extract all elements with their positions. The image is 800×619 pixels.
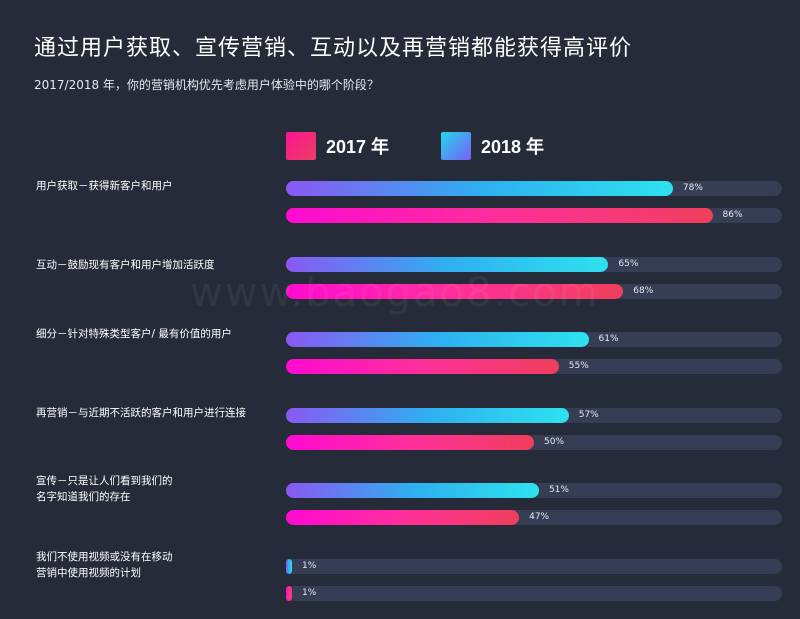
- bar-2018: [286, 181, 673, 196]
- bar-track: 61%: [286, 332, 782, 347]
- data-label: 61%: [598, 334, 619, 344]
- data-label: 86%: [722, 210, 743, 220]
- bar-track: 68%: [286, 283, 782, 299]
- bar-track: 86%: [286, 208, 782, 223]
- legend-label-2018: 2018 年: [481, 137, 545, 157]
- bar-2017: [286, 283, 624, 299]
- category-label: 宣传－只是让人们看到我们的 名字知道我们的存在: [36, 475, 173, 503]
- bar-track: 47%: [286, 510, 782, 525]
- legend-swatch-2018: [441, 132, 471, 160]
- category-label: 再营销－与近期不活跃的客户和用户进行连接: [36, 406, 246, 419]
- data-label: 50%: [544, 436, 565, 447]
- chart-subtitle: 2017/2018 年，你的营销机构优先考虑用户体验中的哪个阶段？: [34, 78, 379, 92]
- category-label: 用户获取－获得新客户和用户: [36, 180, 173, 192]
- legend-swatch-2017: [286, 132, 316, 160]
- bar-2017: [286, 208, 713, 223]
- data-label: 57%: [578, 409, 599, 420]
- category-label: 我们不使用视频或没有在移动 营销中使用视频的计划: [36, 550, 173, 579]
- bar-track: 57%: [286, 407, 782, 423]
- bar-2017: [286, 585, 292, 601]
- category-label: 细分－针对特殊类型客户/ 最有价值的用户: [36, 328, 232, 340]
- data-label: 65%: [618, 258, 639, 269]
- bar-2018: [286, 483, 539, 498]
- bar-2018: [286, 256, 609, 272]
- bar-track: 78%: [286, 181, 782, 196]
- bar-track: 1%: [286, 585, 782, 601]
- bar-2017: [286, 510, 520, 525]
- category-label: 互动－鼓励现有客户和用户增加活跃度: [36, 258, 215, 271]
- bar-track: 65%: [286, 256, 782, 272]
- data-label: 78%: [682, 183, 703, 193]
- bar-2018: [286, 332, 589, 347]
- bar-track: 51%: [286, 483, 782, 498]
- data-label: 51%: [548, 485, 569, 495]
- bar-track: 1%: [286, 558, 782, 574]
- bar-2018: [286, 407, 569, 423]
- legend-item-2017: 2017 年: [286, 132, 389, 160]
- chart-title: 通过用户获取、宣传营销、互动以及再营销都能获得高评价: [34, 36, 633, 61]
- data-label: 68%: [633, 285, 654, 296]
- legend-label-2017: 2017 年: [326, 137, 390, 157]
- bar-2018: [286, 558, 292, 574]
- data-label: 47%: [529, 512, 550, 522]
- data-label: 1%: [302, 587, 317, 598]
- bar-2017: [286, 359, 559, 374]
- legend-item-2018: 2018 年: [441, 132, 544, 160]
- data-label: 55%: [568, 361, 589, 371]
- bar-2017: [286, 434, 534, 450]
- bar-track: 50%: [286, 434, 782, 450]
- bar-track: 55%: [286, 359, 782, 374]
- watermark: www.baogao8.com: [190, 270, 600, 316]
- data-label: 1%: [302, 560, 317, 571]
